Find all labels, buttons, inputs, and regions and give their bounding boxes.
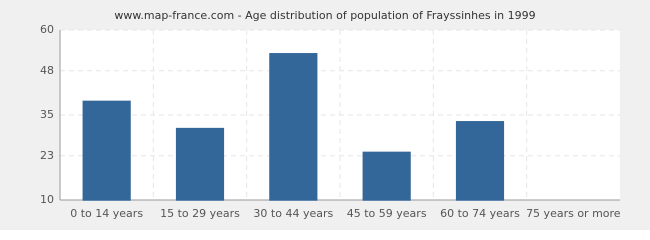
bar	[362, 151, 411, 201]
chart: www.map-france.com - Age distribution of…	[0, 0, 650, 230]
page: www.map-france.com - Age distribution of…	[0, 0, 650, 230]
y-tick-label: 10	[40, 193, 54, 206]
x-tick-label: 30 to 44 years	[253, 207, 333, 220]
y-tick-label: 48	[40, 64, 54, 77]
y-tick-label: 60	[40, 23, 54, 36]
y-tick-label: 35	[40, 108, 54, 121]
chart-title: www.map-france.com - Age distribution of…	[114, 9, 535, 22]
bar	[455, 121, 505, 201]
y-tick-label: 23	[40, 149, 54, 162]
x-tick-label: 75 years or more	[526, 207, 621, 220]
x-tick-label: 60 to 74 years	[440, 207, 520, 220]
bar	[269, 53, 318, 201]
bar	[82, 100, 131, 201]
x-tick-label: 15 to 29 years	[160, 207, 240, 220]
bar	[175, 127, 225, 201]
x-tick-label: 0 to 14 years	[70, 207, 143, 220]
x-tick-label: 45 to 59 years	[347, 207, 427, 220]
